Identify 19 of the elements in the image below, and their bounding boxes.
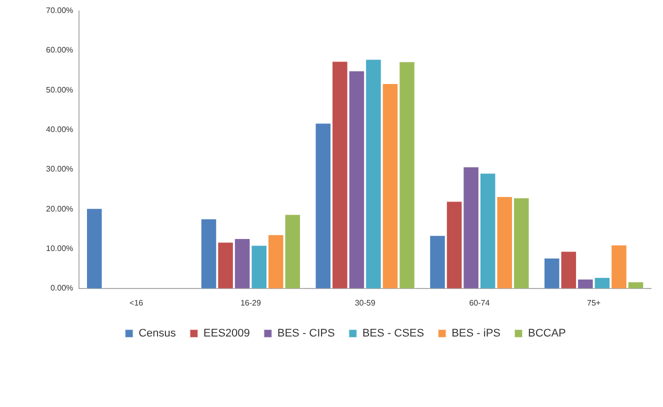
x-tick-label: <16 bbox=[130, 298, 144, 308]
y-tick-label: 70.00% bbox=[46, 6, 74, 16]
legend-label: BES - CSES bbox=[362, 328, 424, 340]
y-tick-label: 50.00% bbox=[46, 85, 74, 94]
legend-label: BES - CIPS bbox=[277, 328, 335, 340]
legend-label: Census bbox=[138, 328, 176, 340]
y-tick-label: 10.00% bbox=[46, 244, 74, 253]
y-tick-label: 30.00% bbox=[46, 164, 74, 174]
y-tick-label: 40.00% bbox=[46, 124, 74, 134]
legend-label: BCCAP bbox=[528, 328, 566, 340]
legend-label: EES2009 bbox=[203, 328, 250, 340]
x-tick-label: 75+ bbox=[587, 298, 601, 308]
y-tick-label: 0.00% bbox=[50, 284, 74, 293]
x-tick-label: 60-74 bbox=[469, 298, 490, 308]
legend-label: BES - iPS bbox=[452, 328, 500, 340]
y-tick-label: 20.00% bbox=[46, 204, 74, 214]
x-tick-label: 16-29 bbox=[240, 298, 262, 308]
x-tick-label: 30-59 bbox=[354, 298, 376, 308]
y-tick-label: 60.00% bbox=[46, 46, 74, 55]
